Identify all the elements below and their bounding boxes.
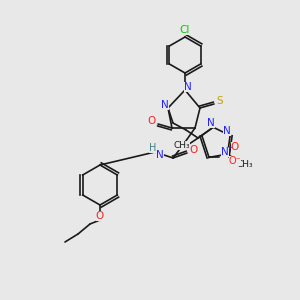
Text: N: N — [156, 150, 164, 160]
Text: O: O — [148, 116, 156, 126]
Text: O⁻: O⁻ — [229, 156, 242, 167]
Text: S: S — [217, 96, 223, 106]
Text: O: O — [96, 211, 104, 221]
Text: CH₃: CH₃ — [236, 160, 253, 169]
Text: N: N — [161, 100, 169, 110]
Text: N: N — [207, 118, 215, 128]
Text: O: O — [189, 145, 197, 155]
Text: N: N — [184, 82, 192, 92]
Text: Cl: Cl — [180, 25, 190, 35]
Text: CH₃: CH₃ — [174, 141, 190, 150]
Text: +: + — [226, 146, 232, 152]
Text: O: O — [231, 142, 239, 152]
Text: N: N — [223, 127, 231, 136]
Text: N: N — [221, 147, 229, 158]
Text: H: H — [149, 143, 157, 153]
